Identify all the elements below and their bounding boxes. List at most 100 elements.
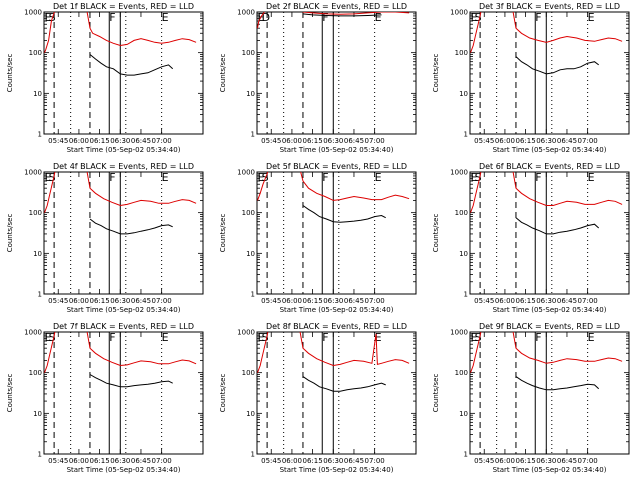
x-tick-label: 07:00 — [365, 297, 385, 305]
x-tick-label: 06:30 — [110, 457, 130, 465]
interval-marker-label: F — [109, 171, 115, 184]
x-tick-label: 06:15 — [90, 457, 110, 465]
x-tick-label: 07:00 — [578, 457, 598, 465]
x-tick-label: 06:15 — [516, 297, 536, 305]
x-axis-label: Start Time (05-Sep-02 05:34:40) — [280, 466, 394, 474]
x-axis-label: Start Time (05-Sep-02 05:34:40) — [67, 306, 181, 314]
x-tick-label: 06:15 — [90, 137, 110, 145]
x-tick-label: 06:30 — [323, 457, 343, 465]
interval-marker-label: E — [375, 331, 382, 344]
interval-marker-label: S — [49, 331, 56, 344]
x-tick-label: 05:45 — [48, 137, 68, 145]
chart-panel: Det 9f BLACK = Events, RED = LLD 1 10 100 10… — [432, 322, 630, 474]
x-tick-label: 07:00 — [365, 137, 385, 145]
y-axis-label: Counts/sec — [6, 214, 14, 253]
chart-title: Det 2f BLACK = Events, RED = LLD — [266, 2, 407, 11]
y-tick-label: 10 — [459, 410, 468, 418]
events-series-line — [302, 205, 386, 223]
y-axis-label: Counts/sec — [219, 214, 227, 253]
x-tick-label: 06:30 — [536, 137, 556, 145]
lld-series-line — [257, 172, 410, 201]
plot-frame — [469, 171, 630, 295]
interval-marker-label: S — [475, 331, 482, 344]
x-tick-label: 06:00 — [282, 137, 302, 145]
plot-frame — [43, 11, 204, 135]
y-tick-label: 1 — [464, 451, 468, 459]
y-tick-label: 10 — [33, 90, 42, 98]
x-tick-label: 05:45 — [474, 137, 494, 145]
interval-marker-label: F — [535, 171, 541, 184]
interval-marker-label: E — [162, 331, 169, 344]
x-tick-label: 06:30 — [536, 297, 556, 305]
x-tick-label: 06:45 — [344, 297, 364, 305]
x-tick-label: 05:45 — [474, 457, 494, 465]
lld-series-line — [44, 172, 197, 213]
y-tick-label: 1000 — [24, 9, 42, 17]
lld-series-line — [470, 12, 623, 53]
y-axis-label: Counts/sec — [6, 54, 14, 93]
x-tick-label: 06:45 — [344, 137, 364, 145]
x-axis-label: Start Time (05-Sep-02 05:34:40) — [67, 146, 181, 154]
plot-frame — [469, 11, 630, 135]
x-tick-label: 05:45 — [261, 297, 281, 305]
x-tick-label: 07:00 — [152, 457, 172, 465]
y-tick-label: 100 — [242, 369, 255, 377]
chart-panel: Det 7f BLACK = Events, RED = LLD 1 10 100 10… — [6, 322, 204, 474]
interval-marker-label: E — [470, 11, 477, 24]
y-axis-label: Counts/sec — [6, 374, 14, 413]
x-tick-label: 06:00 — [282, 297, 302, 305]
plot-frame — [256, 11, 417, 135]
plot-frame — [43, 171, 204, 295]
events-series-line — [89, 374, 173, 388]
events-series-line — [302, 376, 386, 392]
chart-panel: Det 5f BLACK = Events, RED = LLD 1 10 100 10… — [219, 162, 417, 314]
x-tick-label: 06:15 — [516, 137, 536, 145]
x-axis-label: Start Time (05-Sep-02 05:34:40) — [280, 306, 394, 314]
y-axis-label: Counts/sec — [219, 374, 227, 413]
x-tick-label: 06:30 — [536, 457, 556, 465]
interval-marker-label: E — [44, 171, 51, 184]
y-axis-label: Counts/sec — [432, 54, 440, 93]
y-tick-label: 10 — [459, 250, 468, 258]
interval-marker-label: E — [44, 11, 51, 24]
interval-marker-label: E — [470, 331, 477, 344]
x-tick-label: 06:00 — [495, 137, 515, 145]
interval-marker-label: S — [49, 171, 56, 184]
y-tick-label: 10 — [459, 90, 468, 98]
y-tick-label: 1 — [464, 131, 468, 139]
interval-marker-label: F — [322, 331, 328, 344]
y-tick-label: 1000 — [237, 9, 255, 17]
plot-frame — [256, 331, 417, 455]
events-series-line — [89, 54, 174, 76]
interval-marker-label: F — [322, 171, 328, 184]
x-tick-label: 06:00 — [495, 297, 515, 305]
y-tick-label: 1 — [38, 451, 42, 459]
lld-series-line — [470, 332, 623, 373]
chart-panel: Det 3f BLACK = Events, RED = LLD 1 10 100 10… — [432, 2, 630, 154]
y-axis-label: Counts/sec — [432, 374, 440, 413]
x-tick-label: 06:45 — [557, 457, 577, 465]
events-series-line — [515, 376, 600, 391]
x-tick-label: 06:00 — [69, 297, 89, 305]
x-tick-label: 07:00 — [365, 457, 385, 465]
plot-frame — [469, 331, 630, 455]
y-tick-label: 10 — [33, 410, 42, 418]
x-tick-label: 06:45 — [557, 137, 577, 145]
y-tick-label: 1000 — [450, 9, 468, 17]
interval-marker-label: F — [322, 11, 328, 24]
events-series-line — [302, 13, 382, 17]
y-tick-label: 1000 — [24, 169, 42, 177]
lld-series-line — [257, 12, 410, 29]
interval-marker-label: E — [470, 171, 477, 184]
interval-marker-label: E — [257, 171, 264, 184]
x-tick-label: 06:30 — [110, 137, 130, 145]
chart-panel: Det 2f BLACK = Events, RED = LLD 1 10 100 10… — [219, 2, 417, 154]
x-tick-label: 06:30 — [110, 297, 130, 305]
x-tick-label: 07:00 — [578, 297, 598, 305]
x-axis-label: Start Time (05-Sep-02 05:34:40) — [493, 306, 607, 314]
interval-marker-label: E — [375, 11, 382, 24]
interval-marker-label: E — [588, 11, 595, 24]
y-tick-label: 1000 — [237, 329, 255, 337]
y-tick-label: 1000 — [450, 329, 468, 337]
